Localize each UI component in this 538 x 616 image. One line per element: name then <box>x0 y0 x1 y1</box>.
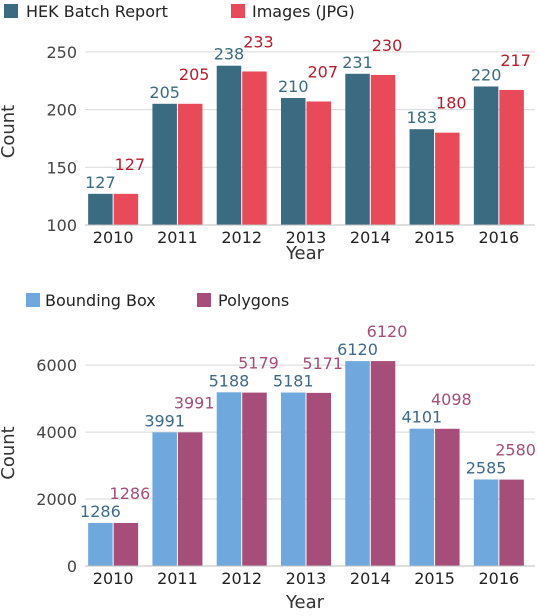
y-tick-label: 2000 <box>36 490 77 509</box>
bar <box>216 65 242 225</box>
data-label: 217 <box>500 51 531 70</box>
y-tick-label: 100 <box>46 216 77 235</box>
bar <box>242 392 267 566</box>
data-label: 5188 <box>209 371 250 390</box>
legend-label: Bounding Box <box>45 291 156 310</box>
x-tick-label: 2013 <box>286 569 327 588</box>
bar <box>177 103 203 225</box>
bar <box>435 132 460 225</box>
legend-label: HEK Batch Report <box>26 2 168 21</box>
data-label: 127 <box>115 155 146 174</box>
y-axis-label: Count <box>0 426 19 479</box>
bar <box>473 86 499 226</box>
x-tick-label: 2010 <box>93 569 134 588</box>
x-tick-label: 2015 <box>414 569 455 588</box>
y-tick-label: 150 <box>46 158 77 177</box>
data-label: 5181 <box>273 372 314 391</box>
x-tick-label: 2014 <box>350 228 391 247</box>
data-label: 3991 <box>144 411 185 430</box>
bar <box>345 361 370 566</box>
y-axis-label: Count <box>0 105 19 158</box>
bar <box>370 361 396 566</box>
y-tick-label: 6000 <box>36 356 77 375</box>
legend-swatch <box>231 4 245 18</box>
x-axis-label: Year <box>285 243 325 264</box>
y-tick-label: 0 <box>67 557 77 576</box>
data-label: 5179 <box>238 354 279 373</box>
data-label: 3991 <box>174 393 215 412</box>
data-label: 207 <box>307 62 338 81</box>
bar <box>216 392 242 566</box>
data-label: 231 <box>342 53 373 72</box>
data-label: 6120 <box>337 340 378 359</box>
data-label: 180 <box>436 94 467 113</box>
legend-swatch <box>26 293 40 307</box>
bar <box>113 193 139 225</box>
x-tick-label: 2011 <box>157 228 198 247</box>
bar <box>152 432 177 566</box>
data-label: 4098 <box>431 390 472 409</box>
legend-label: Images (JPG) <box>252 2 355 21</box>
y-tick-label: 200 <box>46 101 77 120</box>
bar <box>370 74 396 226</box>
bar <box>473 479 499 566</box>
bar <box>345 73 370 225</box>
x-tick-label: 2016 <box>478 569 519 588</box>
bar <box>242 71 267 225</box>
bar <box>152 103 177 225</box>
legend-label: Polygons <box>218 291 289 310</box>
bar <box>306 101 331 225</box>
data-label: 233 <box>243 32 274 51</box>
x-tick-label: 2012 <box>221 569 262 588</box>
data-label: 1286 <box>110 484 151 503</box>
bar <box>113 522 139 566</box>
bar <box>281 392 306 566</box>
data-label: 5171 <box>302 354 343 373</box>
x-tick-label: 2014 <box>350 569 391 588</box>
data-label: 220 <box>471 65 502 84</box>
x-axis-label: Year <box>285 592 325 613</box>
x-tick-label: 2011 <box>157 569 198 588</box>
data-label: 183 <box>407 108 438 127</box>
legend-swatch <box>197 293 211 307</box>
y-tick-label: 250 <box>46 43 77 62</box>
data-label: 230 <box>372 36 403 55</box>
x-tick-label: 2010 <box>93 228 134 247</box>
bar <box>281 98 306 225</box>
legend-swatch <box>4 4 18 18</box>
data-label: 2585 <box>466 458 507 477</box>
data-label: 4101 <box>401 408 442 427</box>
bar <box>88 522 113 566</box>
bar <box>435 428 460 566</box>
data-label: 6120 <box>367 322 408 341</box>
x-tick-label: 2013 <box>286 228 327 247</box>
x-tick-label: 2016 <box>478 228 519 247</box>
x-tick-label: 2012 <box>221 228 262 247</box>
y-tick-label: 4000 <box>36 423 77 442</box>
data-label: 1286 <box>80 502 121 521</box>
x-tick-label: 2015 <box>414 228 455 247</box>
data-label: 127 <box>85 173 116 192</box>
data-label: 2580 <box>495 441 536 460</box>
bar <box>409 428 435 566</box>
data-label: 238 <box>214 45 245 64</box>
bar <box>409 129 435 225</box>
bar <box>499 479 524 566</box>
data-label: 205 <box>179 65 210 84</box>
bar <box>306 392 331 566</box>
data-label: 205 <box>149 83 180 102</box>
bar <box>177 432 203 566</box>
bar <box>88 193 113 225</box>
bar <box>499 89 524 225</box>
data-label: 210 <box>278 77 309 96</box>
